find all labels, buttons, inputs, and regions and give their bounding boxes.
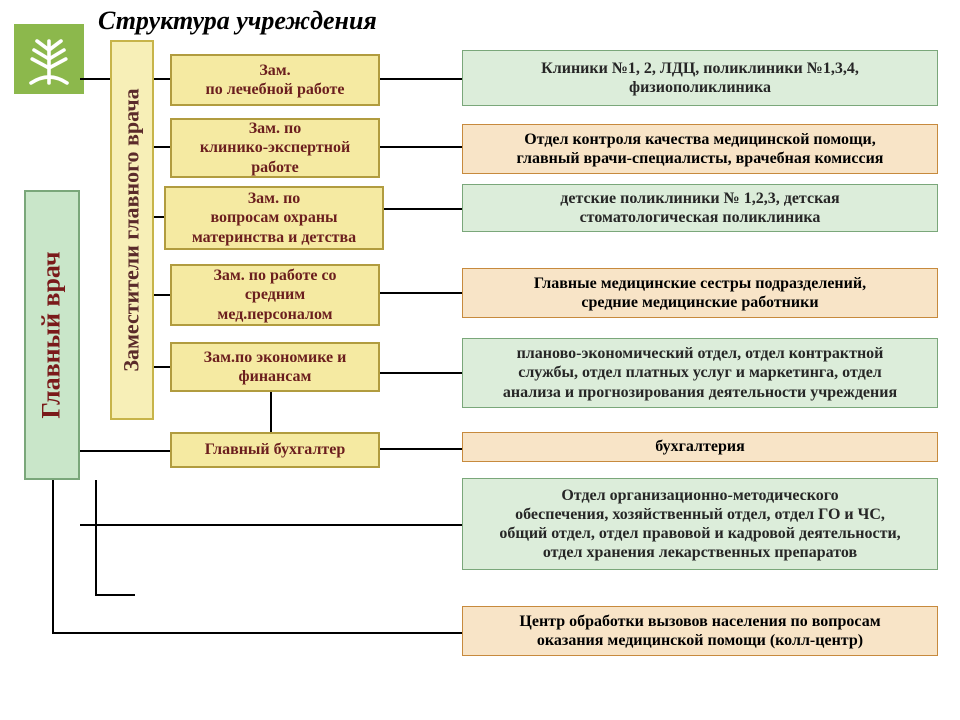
deputy-box-y5: Зам.по экономике ифинансам xyxy=(170,342,380,392)
deputy-box-y3: Зам. повопросам охраныматеринства и детс… xyxy=(164,186,384,250)
connector xyxy=(95,594,135,596)
department-box-r8: Центр обработки вызовов населения по воп… xyxy=(462,606,938,656)
department-box-r6: бухгалтерия xyxy=(462,432,938,462)
connector xyxy=(80,78,110,80)
connector xyxy=(52,480,54,632)
connector xyxy=(80,450,170,452)
connector xyxy=(384,208,462,210)
deputies-label: Заместители главного врача xyxy=(119,88,145,371)
department-box-r7: Отдел организационно-методическогообеспе… xyxy=(462,478,938,570)
deputy-box-y1: Зам.по лечебной работе xyxy=(170,54,380,106)
connector xyxy=(80,524,462,526)
department-box-r5: планово-экономический отдел, отдел контр… xyxy=(462,338,938,408)
department-box-r3: детские поликлиники № 1,2,3, детскаястом… xyxy=(462,184,938,232)
connector xyxy=(380,146,462,148)
logo xyxy=(14,24,84,94)
deputy-box-y4: Зам. по работе сосредниммед.персоналом xyxy=(170,264,380,326)
connector xyxy=(270,392,272,432)
department-box-r1: Клиники №1, 2, ЛДЦ, поликлиники №1,3,4,ф… xyxy=(462,50,938,106)
chief-doctor-column: Главный врач xyxy=(24,190,80,480)
connector xyxy=(154,366,170,368)
deputies-column: Заместители главного врача xyxy=(110,40,154,420)
connector xyxy=(154,146,170,148)
connector xyxy=(380,448,462,450)
connector xyxy=(380,292,462,294)
chief-doctor-label: Главный врач xyxy=(37,251,67,418)
connector xyxy=(95,480,97,594)
connector xyxy=(380,78,462,80)
connector xyxy=(52,632,462,634)
page-title: Структура учреждения xyxy=(98,6,377,36)
deputy-box-y6: Главный бухгалтер xyxy=(170,432,380,468)
department-box-r2: Отдел контроля качества медицинской помо… xyxy=(462,124,938,174)
deputy-box-y2: Зам. поклинико-экспертнойработе xyxy=(170,118,380,178)
department-box-r4: Главные медицинские сестры подразделений… xyxy=(462,268,938,318)
connector xyxy=(154,216,164,218)
connector xyxy=(154,294,170,296)
connector xyxy=(380,372,462,374)
connector xyxy=(154,78,170,80)
